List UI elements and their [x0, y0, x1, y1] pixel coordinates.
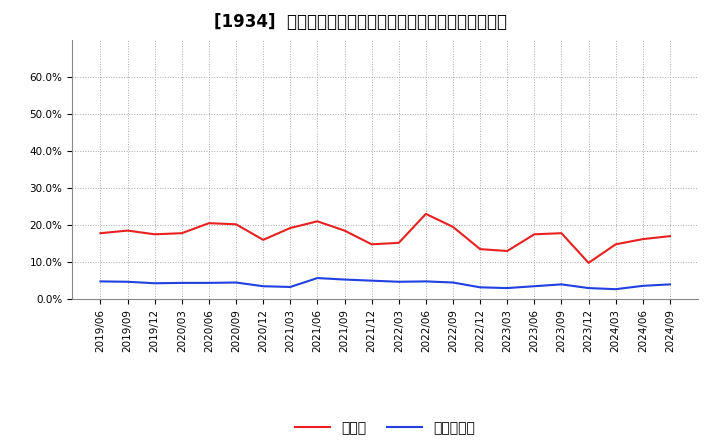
有利子負債 [313, 275, 322, 281]
有利子負債 [178, 280, 186, 286]
Line: 有利子負債: 有利子負債 [101, 278, 670, 289]
現預金 [96, 231, 105, 236]
有利子負債 [665, 282, 674, 287]
現預金 [665, 234, 674, 239]
有利子負債 [557, 282, 566, 287]
Text: [1934]  現預金、有利子負債の総資産に対する比率の推移: [1934] 現預金、有利子負債の総資産に対する比率の推移 [214, 13, 506, 31]
現預金 [584, 260, 593, 265]
現預金 [530, 231, 539, 237]
現預金 [178, 231, 186, 236]
現預金 [421, 211, 430, 216]
有利子負債 [204, 280, 213, 286]
現預金 [367, 242, 376, 247]
有利子負債 [421, 279, 430, 284]
有利子負債 [395, 279, 403, 284]
有利子負債 [123, 279, 132, 284]
現預金 [259, 237, 268, 242]
現預金 [395, 240, 403, 246]
現預金 [232, 222, 240, 227]
現預金 [503, 248, 511, 253]
有利子負債 [259, 284, 268, 289]
有利子負債 [341, 277, 349, 282]
現預金 [286, 225, 294, 231]
有利子負債 [530, 284, 539, 289]
現預金 [449, 224, 457, 230]
現預金 [123, 228, 132, 233]
Legend: 現預金, 有利子負債: 現預金, 有利子負債 [290, 415, 480, 440]
有利子負債 [611, 286, 620, 292]
現預金 [150, 231, 159, 237]
有利子負債 [449, 280, 457, 285]
現預金 [476, 246, 485, 252]
有利子負債 [286, 284, 294, 290]
現預金 [313, 219, 322, 224]
有利子負債 [476, 285, 485, 290]
有利子負債 [639, 283, 647, 289]
有利子負債 [584, 286, 593, 291]
現預金 [204, 220, 213, 226]
現預金 [341, 228, 349, 233]
有利子負債 [367, 278, 376, 283]
現預金 [611, 242, 620, 247]
現預金 [639, 236, 647, 242]
有利子負債 [96, 279, 105, 284]
有利子負債 [503, 286, 511, 291]
有利子負債 [150, 281, 159, 286]
有利子負債 [232, 280, 240, 285]
Line: 現預金: 現預金 [101, 214, 670, 263]
現預金 [557, 231, 566, 236]
